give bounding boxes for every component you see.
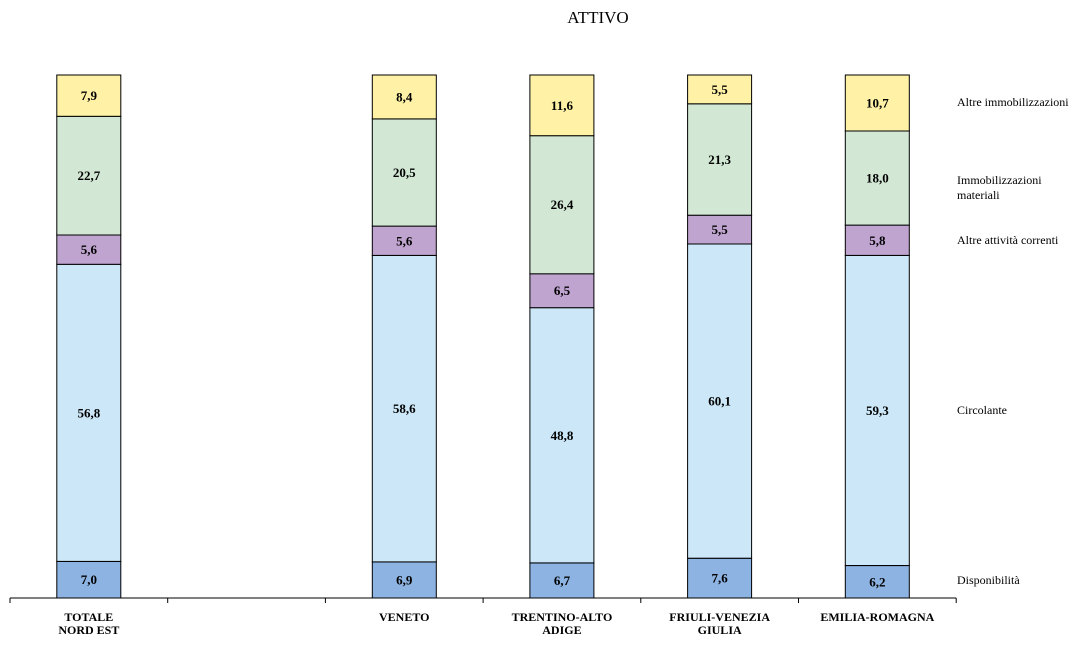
data-label: 60,1 <box>708 394 731 409</box>
data-label: 56,8 <box>77 405 100 420</box>
bar-segment <box>56 560 122 599</box>
bar-segment <box>371 118 437 227</box>
legend-item: Disponibilità <box>957 573 1020 587</box>
bar-segment <box>529 307 595 564</box>
data-label: 5,5 <box>712 222 729 237</box>
category-label: FRIULI-VENEZIA <box>669 610 770 624</box>
data-label: 59,3 <box>866 403 889 418</box>
bar-segment <box>56 263 122 562</box>
data-label: 5,5 <box>712 82 729 97</box>
bar-segment <box>529 562 595 599</box>
bar-segment <box>371 561 437 599</box>
data-label: 21,3 <box>708 152 731 167</box>
data-label: 8,4 <box>396 90 413 105</box>
category-label: NORD EST <box>58 623 119 637</box>
data-label: 5,6 <box>81 242 98 257</box>
bar-segment <box>687 243 753 559</box>
data-label: 6,5 <box>554 283 571 298</box>
bar-segment <box>371 254 437 563</box>
bar-segment <box>529 273 595 309</box>
data-label: 10,7 <box>866 96 889 111</box>
category-label: ADIGE <box>542 623 581 637</box>
data-label: 48,8 <box>551 428 574 443</box>
bar-segment <box>56 74 122 117</box>
bar-segment <box>371 74 437 120</box>
legend-item: Immobilizzazioni <box>957 173 1042 187</box>
bar-segment <box>371 225 437 256</box>
category-label: TOTALE <box>64 610 113 624</box>
chart-title: ATTIVO <box>567 8 628 27</box>
data-label: 6,9 <box>396 573 413 588</box>
bar-segment <box>844 565 910 599</box>
data-label: 5,6 <box>396 233 413 248</box>
data-label: 58,6 <box>393 401 416 416</box>
data-label: 6,2 <box>869 574 885 589</box>
data-label: 22,7 <box>77 168 100 183</box>
legend: Disponibilità Circolante Altre attività co… <box>957 95 1069 587</box>
data-label: 7,0 <box>81 572 97 587</box>
bar-segment <box>529 74 595 137</box>
bar-segment <box>844 74 910 132</box>
category-label: VENETO <box>379 610 429 624</box>
bar-segment <box>687 74 753 105</box>
bar-segment <box>687 214 753 245</box>
bar-segment <box>687 557 753 599</box>
bar-segment <box>56 115 122 236</box>
bar-segment <box>844 130 910 226</box>
bar-segment <box>844 224 910 256</box>
data-label: 5,8 <box>869 233 886 248</box>
legend-item: materiali <box>957 188 1000 202</box>
data-label: 20,5 <box>393 165 416 180</box>
legend-item: Altre attività correnti <box>957 233 1059 247</box>
data-label: 7,6 <box>712 571 729 586</box>
data-label: 18,0 <box>866 171 889 186</box>
bars-layer: 7,0 56,8 5,6 22,7 7,9 6,9 58,6 5,6 20,5 8,4 6,7 48,… <box>56 74 910 599</box>
category-label: GIULIA <box>698 623 742 637</box>
data-label: 26,4 <box>551 197 574 212</box>
data-label: 6,7 <box>554 573 571 588</box>
data-label: 11,6 <box>551 98 574 113</box>
bar-segment <box>687 103 753 216</box>
category-label: EMILIA-ROMAGNA <box>820 610 934 624</box>
data-label: 7,9 <box>81 88 98 103</box>
category-label: TRENTINO-ALTO <box>512 610 613 624</box>
legend-item: Circolante <box>957 403 1007 417</box>
legend-item: Altre immobilizzazioni <box>957 95 1069 109</box>
